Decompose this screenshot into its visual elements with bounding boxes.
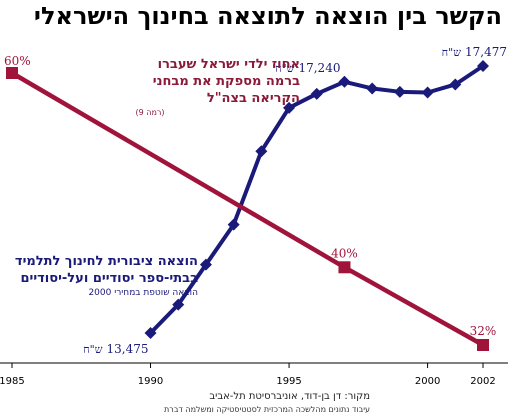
spending-note-line2: בבתי-ספר יסודיים ועל-יסודיים [20, 271, 198, 286]
spending-point [449, 78, 462, 91]
x-tick-label: 1990 [138, 376, 163, 387]
spending-point [393, 85, 406, 98]
chart-title: הקשר בין הוצאה לתוצאה בחינוך הישראלי [33, 2, 502, 30]
reading-value-label: 40% [331, 246, 358, 260]
x-tick-label: 2002 [470, 376, 495, 387]
spending-series-note: הוצאה ציבורית לחינוך לתלמיד בבתי-ספר יסו… [0, 253, 198, 299]
x-tick-label: 2000 [415, 376, 440, 387]
reading-series-note: אחוז ילדי ישראל שעברו ברמה מספקת את מבחנ… [60, 56, 300, 118]
spending-unit-label: ש"ח [275, 62, 295, 75]
x-tick-label: 1985 [0, 376, 25, 387]
spending-unit-label: ש"ח [442, 46, 462, 59]
reading-note-level: (רמה 9) [135, 108, 165, 117]
source-note: מקור: דן בן-דוד, אוניברסיטת תל-אביב עיבו… [150, 390, 370, 416]
spending-point [172, 298, 185, 311]
reading-note-line2: ברמה מספקת את מבחני [152, 74, 300, 89]
reading-point [338, 261, 351, 274]
spending-unit-label: ש"ח [83, 343, 103, 356]
reading-point [477, 339, 489, 351]
x-axis-ticks: 1985 1990 1995 2000 2002 [0, 363, 496, 387]
spending-series [144, 60, 489, 339]
spending-point [338, 75, 351, 88]
reading-series [6, 67, 489, 351]
reading-point [6, 67, 18, 79]
spending-point [477, 60, 489, 72]
x-tick-label: 1995 [276, 376, 301, 387]
spending-note-line1: הוצאה ציבורית לחינוך לתלמיד [14, 254, 198, 269]
source-line1: מקור: דן בן-דוד, אוניברסיטת תל-אביב [209, 391, 370, 402]
source-line2: עיבוד נתונים מהלשכה המרכזית לסטטיסטיקה ו… [164, 405, 370, 414]
spending-value-label: 13,475 [107, 342, 149, 356]
spending-point [283, 101, 296, 114]
reading-note-line1: אחוז ילדי ישראל שעברו [157, 57, 300, 72]
spending-point [144, 327, 157, 339]
reading-value-label: 60% [4, 54, 31, 68]
reading-note-line3: הקריאה בצה"ל [206, 91, 300, 106]
spending-point [199, 258, 212, 271]
spending-value-label: 17,240 [298, 61, 340, 75]
spending-point [421, 86, 434, 99]
spending-point [227, 218, 240, 231]
reading-value-label: 32% [470, 324, 497, 338]
spending-point [310, 87, 323, 100]
spending-point [366, 82, 379, 95]
spending-value-label: 17,477 [465, 45, 507, 59]
spending-point [255, 145, 268, 158]
spending-note-price-basis: הוצאה שוטפת במחירי 2000 [88, 288, 198, 298]
